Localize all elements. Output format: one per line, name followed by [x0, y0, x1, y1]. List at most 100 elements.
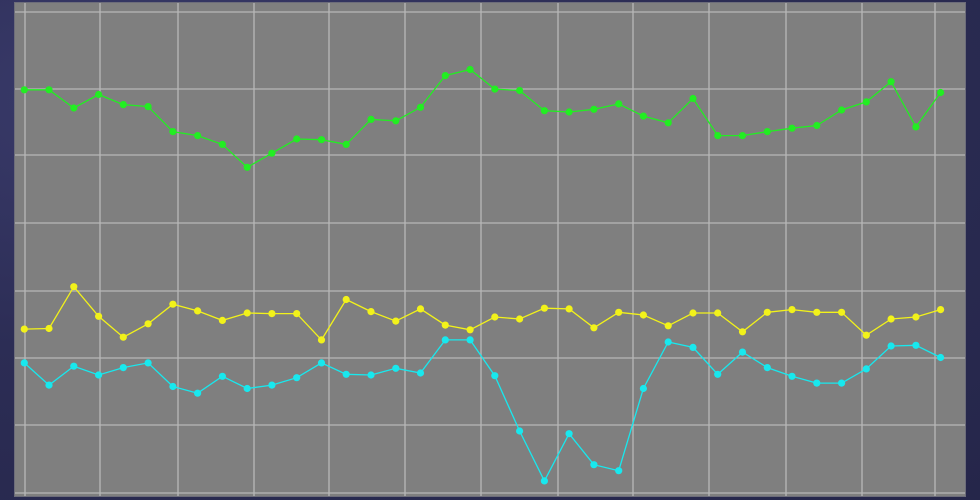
data-point	[45, 86, 53, 94]
data-point	[392, 117, 400, 125]
data-point	[813, 379, 821, 387]
data-point	[243, 163, 251, 171]
data-point	[416, 369, 425, 377]
data-point	[441, 72, 449, 80]
data-point	[95, 371, 103, 379]
data-point	[689, 309, 697, 317]
data-point	[491, 85, 499, 93]
data-point	[367, 308, 375, 316]
data-point	[887, 342, 895, 350]
data-point	[144, 359, 152, 367]
data-point	[838, 379, 846, 387]
data-point	[194, 389, 202, 397]
data-point	[738, 132, 747, 140]
data-point	[144, 103, 152, 111]
data-point	[392, 364, 400, 372]
data-point	[144, 320, 152, 328]
data-point	[466, 326, 474, 334]
data-point	[937, 306, 945, 314]
data-point	[119, 364, 127, 372]
data-point	[714, 309, 722, 317]
data-point	[540, 107, 549, 115]
data-point	[813, 308, 821, 316]
data-point	[119, 101, 127, 109]
series-2	[20, 283, 945, 344]
series-3	[20, 336, 945, 485]
data-point	[268, 381, 276, 389]
grid	[15, 3, 965, 496]
data-point	[912, 341, 920, 349]
data-point	[194, 307, 202, 315]
data-point	[466, 336, 474, 344]
data-point	[317, 336, 326, 344]
data-point	[317, 136, 326, 144]
data-point	[45, 381, 53, 389]
series-line	[24, 285, 941, 341]
series-line	[24, 68, 942, 169]
data-point	[243, 384, 251, 393]
data-point	[70, 104, 78, 112]
data-point	[639, 112, 648, 120]
data-point	[664, 322, 672, 330]
data-point	[887, 78, 895, 86]
data-point	[714, 370, 722, 378]
data-point	[565, 305, 573, 313]
chart-panel	[15, 3, 965, 496]
data-point	[615, 308, 623, 316]
data-point	[342, 370, 350, 378]
series-1	[20, 65, 945, 171]
data-point	[788, 372, 796, 380]
data-point	[95, 312, 103, 320]
series-line	[23, 339, 941, 483]
series-group	[20, 65, 945, 485]
line-chart	[15, 3, 965, 496]
data-point	[466, 65, 474, 74]
data-point	[738, 328, 747, 336]
data-point	[615, 467, 623, 475]
data-point	[45, 324, 53, 333]
data-point	[615, 100, 623, 108]
data-point	[416, 305, 425, 313]
data-point	[119, 333, 127, 341]
data-point	[293, 135, 301, 143]
data-point	[639, 311, 648, 319]
data-point	[317, 359, 326, 367]
data-point	[565, 430, 573, 438]
data-point	[342, 295, 350, 304]
data-point	[367, 115, 375, 123]
data-point	[540, 477, 549, 485]
data-point	[862, 98, 870, 106]
data-point	[590, 324, 598, 332]
data-point	[392, 317, 400, 325]
data-point	[813, 121, 821, 130]
data-point	[70, 283, 78, 291]
data-point	[218, 140, 226, 148]
data-point	[565, 108, 573, 116]
data-point	[169, 128, 177, 136]
data-point	[516, 315, 524, 323]
data-point	[70, 362, 78, 370]
data-point	[342, 140, 350, 148]
data-point	[714, 132, 722, 140]
data-point	[937, 88, 945, 97]
data-point	[218, 316, 226, 324]
data-point	[268, 310, 276, 318]
data-point	[516, 427, 524, 435]
data-point	[763, 128, 771, 136]
data-point	[169, 382, 177, 391]
data-point	[738, 348, 747, 356]
data-point	[293, 374, 301, 382]
data-point	[590, 461, 598, 469]
data-point	[268, 149, 276, 157]
data-point	[590, 105, 598, 113]
data-point	[937, 353, 945, 362]
data-point	[169, 300, 177, 308]
data-point	[218, 372, 226, 380]
data-point	[912, 313, 920, 321]
data-point	[788, 306, 796, 314]
data-point	[441, 321, 449, 329]
data-point	[441, 336, 449, 344]
data-point	[838, 308, 846, 316]
data-point	[763, 364, 771, 372]
